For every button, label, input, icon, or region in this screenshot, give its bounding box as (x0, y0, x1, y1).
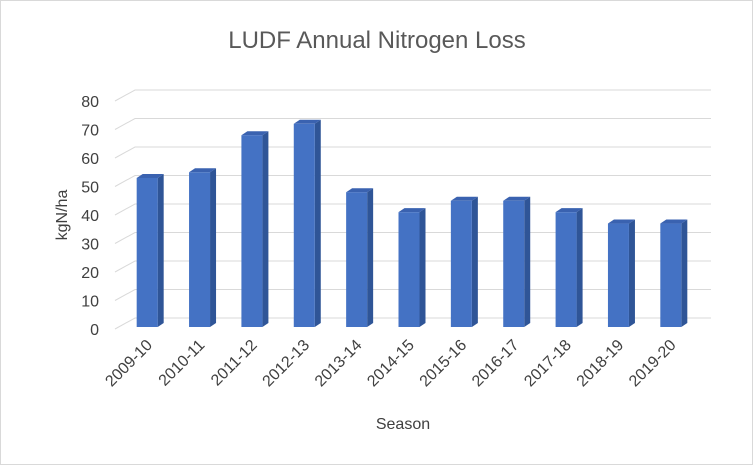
bar-front (503, 200, 525, 327)
bar-front (136, 177, 158, 327)
bar-top (660, 219, 688, 224)
bar-side (210, 168, 217, 327)
gridline-50 (114, 175, 711, 187)
bar-side (524, 196, 531, 327)
x-axis-ticks: 2009-10 2010-11 2011-122012-132013-142014-… (102, 337, 679, 391)
y-tick-label: 40 (81, 208, 99, 225)
bar-side (628, 219, 635, 327)
y-tick-label: 70 (81, 123, 99, 140)
bar-side (314, 119, 321, 327)
bar-top (450, 196, 478, 201)
bar-2017-18 (555, 208, 583, 327)
bar-top (136, 173, 164, 178)
bar-side (419, 208, 426, 327)
bar-side (262, 131, 269, 327)
bar-top (555, 208, 583, 213)
bar-front (660, 223, 682, 327)
x-tick-label: 2019-20 (626, 337, 680, 391)
x-tick-label: 2017-18 (521, 337, 575, 391)
x-tick-label: 2018-19 (574, 337, 628, 391)
bar-2011-12 (241, 131, 269, 327)
bar-layer (136, 119, 688, 327)
bar-side (576, 208, 583, 327)
bar-front (555, 212, 577, 327)
bar-front (607, 223, 629, 327)
y-tick-label: 20 (81, 265, 99, 282)
grid-layer (114, 89, 711, 330)
x-tick-label: 2015-16 (417, 337, 471, 391)
y-tick-label: 30 (81, 237, 99, 254)
bar-2018-19 (607, 219, 635, 327)
x-tick-label: 2014-15 (364, 337, 418, 391)
bar-side (471, 196, 478, 327)
bar-top (293, 119, 321, 124)
bar-front (241, 135, 263, 327)
bar-2016-17 (503, 196, 531, 327)
y-tick-label: 10 (81, 294, 99, 311)
chart-title: LUDF Annual Nitrogen Loss (228, 27, 526, 54)
bar-2012-13 (293, 119, 321, 327)
y-tick-label: 50 (81, 180, 99, 197)
bar-top (398, 208, 426, 213)
bar-side (367, 188, 374, 327)
bar-front (450, 200, 472, 327)
x-tick-label: 2013-14 (312, 337, 366, 391)
bar-2014-15 (398, 208, 426, 327)
gridline-80 (114, 89, 711, 102)
x-tick-label: 2010-11 (156, 337, 209, 390)
bar-top (346, 188, 374, 193)
x-axis-title: Season (376, 416, 430, 433)
gridline-70 (114, 118, 711, 130)
bar-side (681, 219, 688, 327)
bar-front (346, 192, 368, 327)
bar-top (607, 219, 635, 224)
bar-2009-10 (136, 173, 164, 327)
bar-front (293, 123, 315, 327)
bar-2010-11 (189, 168, 217, 327)
bar-front (189, 172, 211, 327)
bar-side (157, 173, 164, 327)
x-tick-label: 2009-10 (102, 337, 156, 391)
y-tick-label: 0 (90, 322, 99, 339)
y-axis-ticks: 0 10 20 30 40 50 60 70 80 (81, 94, 99, 339)
bar-2015-16 (450, 196, 478, 327)
y-tick-label: 60 (81, 151, 99, 168)
x-tick-label: 2011-12 (208, 337, 261, 390)
x-tick-label: 2012-13 (260, 337, 314, 391)
gridline-60 (114, 146, 711, 159)
bar-front (398, 212, 420, 327)
y-axis-title: kgN/ha (54, 190, 71, 241)
x-tick-label: 2016-17 (469, 337, 523, 391)
bar-top (189, 168, 217, 173)
bar-top (503, 196, 531, 201)
bar-2013-14 (346, 188, 374, 327)
bar-2019-20 (660, 219, 688, 327)
y-tick-label: 80 (81, 94, 99, 111)
bar-top (241, 131, 269, 136)
